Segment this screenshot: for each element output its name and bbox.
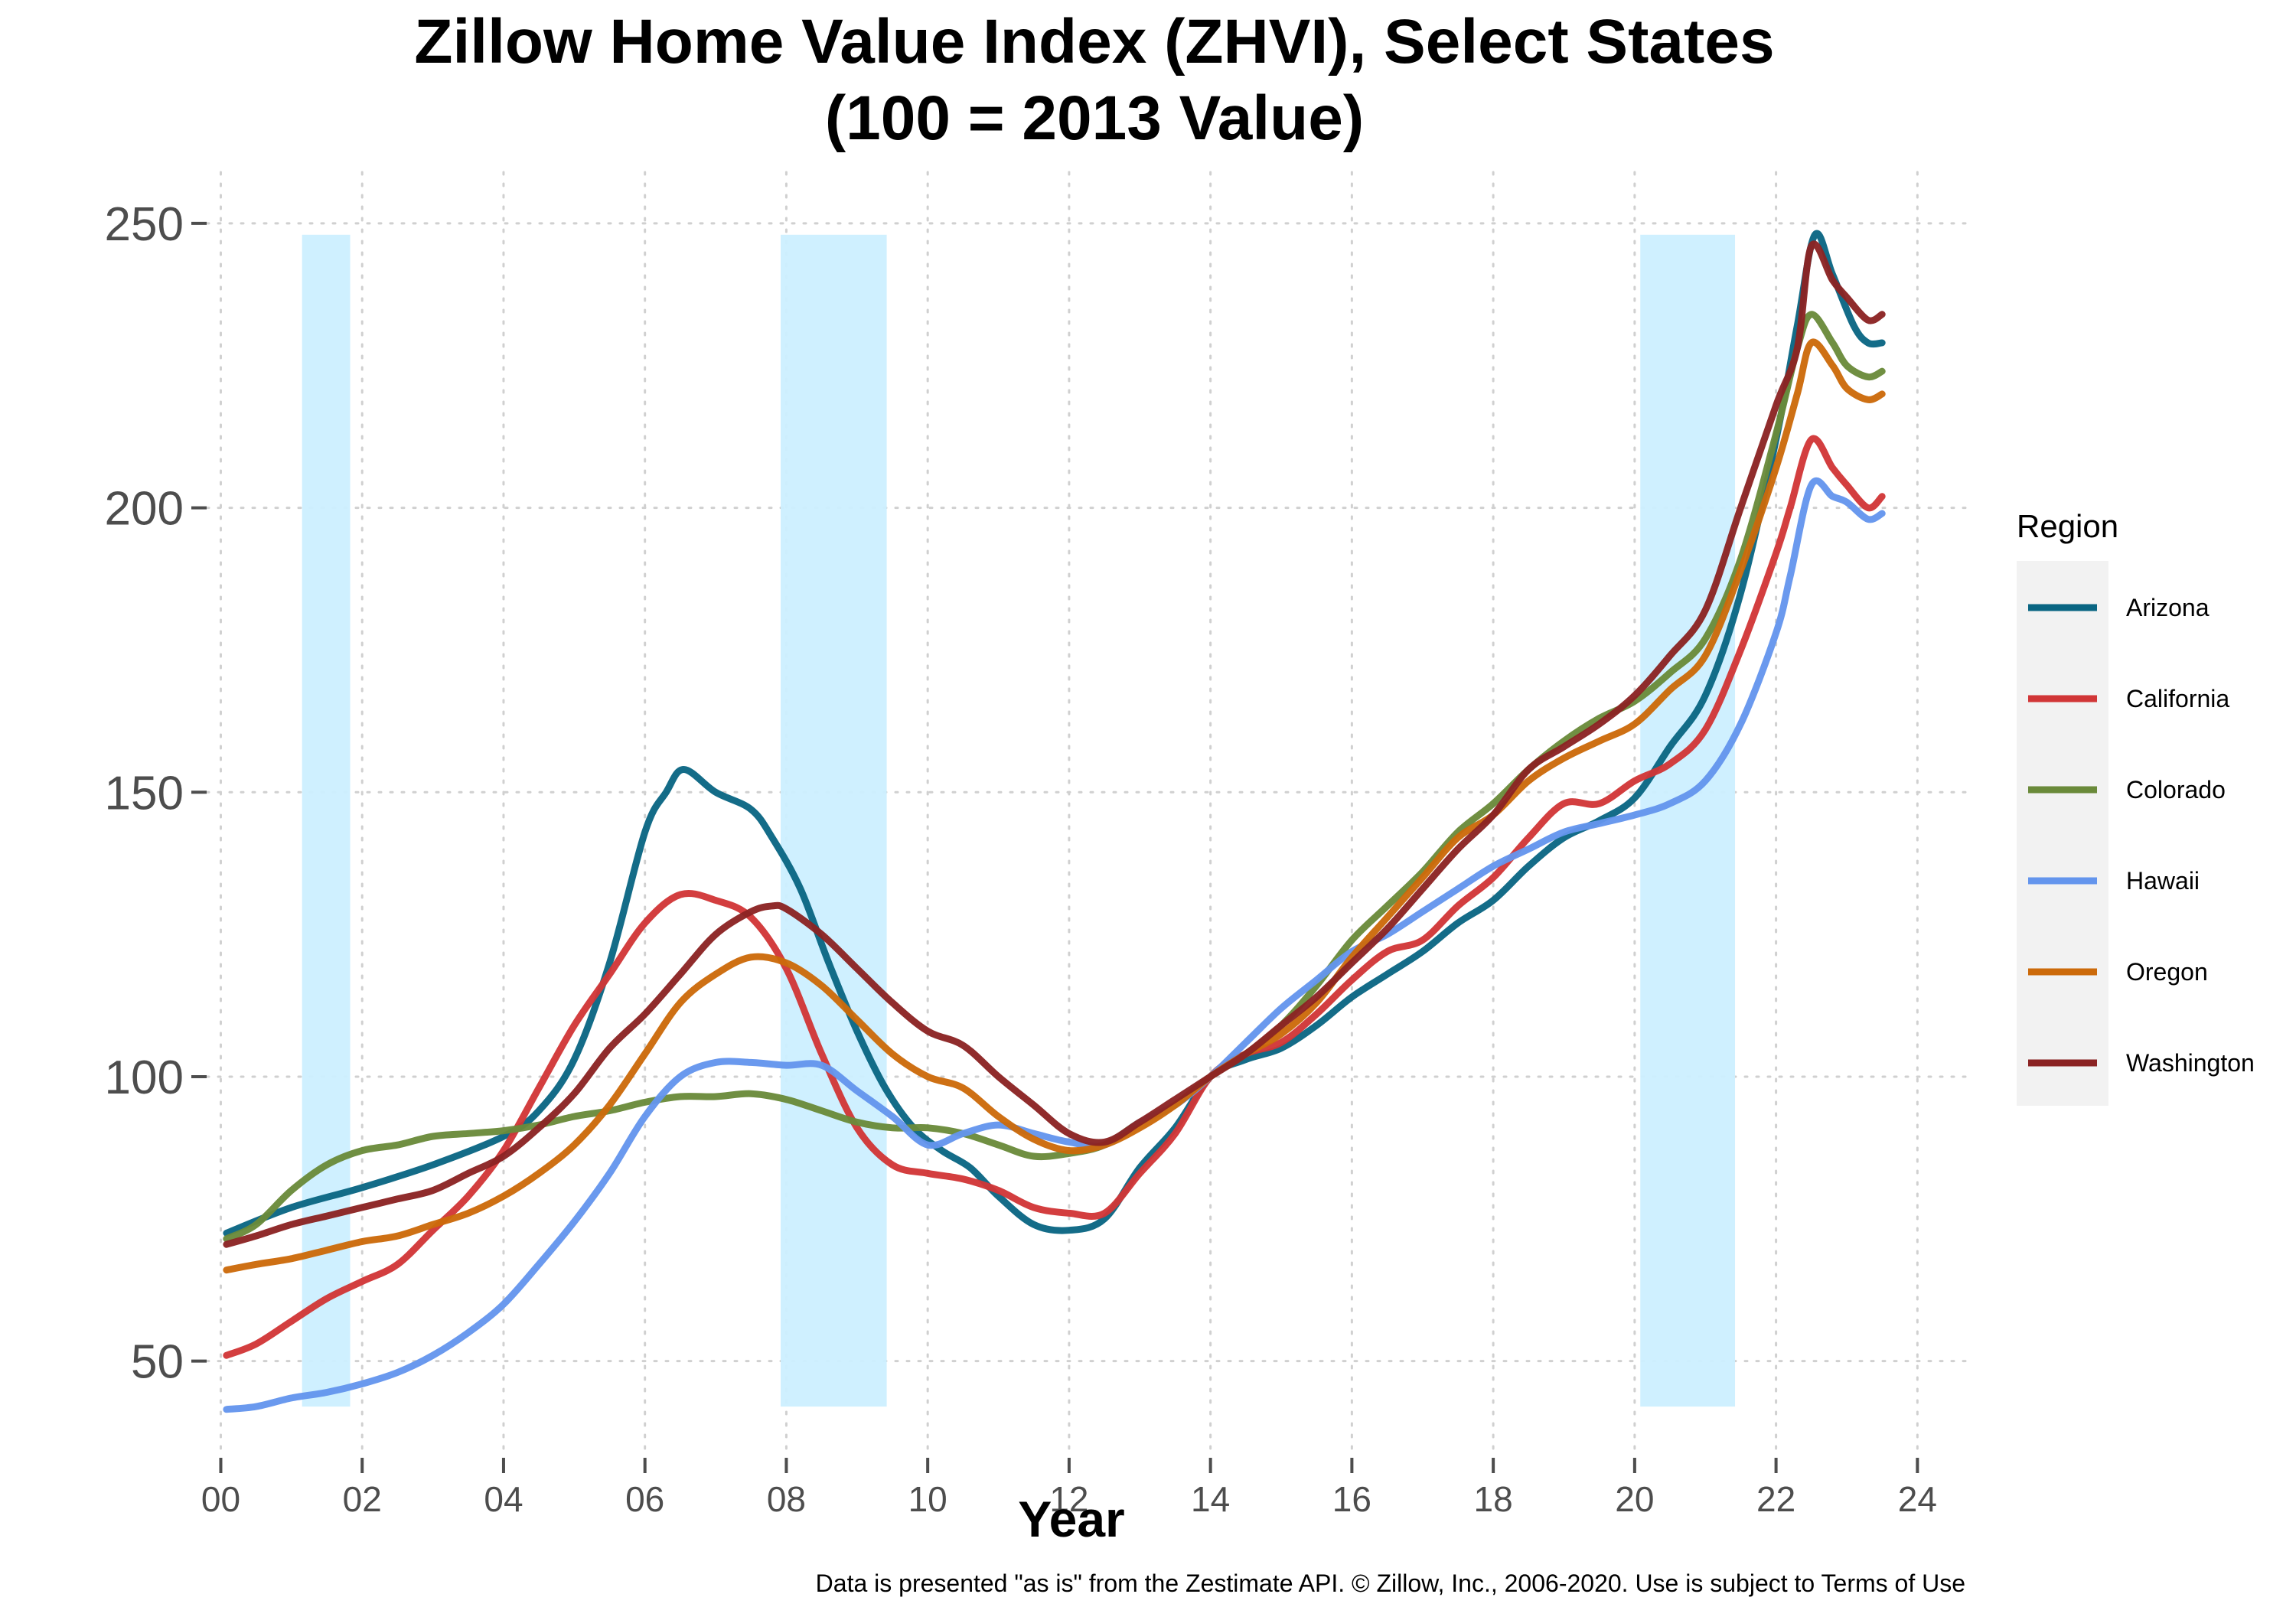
legend-label-california: California xyxy=(2126,685,2229,712)
x-tick-label-20: 20 xyxy=(1615,1479,1654,1519)
legend-key-background xyxy=(2017,561,2108,1106)
recession-band-1 xyxy=(302,234,351,1407)
caption: Data is presented "as is" from the Zesti… xyxy=(816,1570,1965,1597)
y-tick-label-250: 250 xyxy=(105,198,184,251)
chart-title-line-2: (100 = 2013 Value) xyxy=(825,83,1364,153)
chart-title-line-1: Zillow Home Value Index (ZHVI), Select S… xyxy=(414,7,1774,77)
x-tick-label-04: 04 xyxy=(484,1479,523,1519)
y-tick-label-150: 150 xyxy=(105,767,184,820)
legend-label-hawaii: Hawaii xyxy=(2126,867,2200,895)
x-tick-label-02: 02 xyxy=(343,1479,382,1519)
series-line-washington xyxy=(223,240,1886,1248)
legend-label-colorado: Colorado xyxy=(2126,776,2226,804)
x-tick-label-16: 16 xyxy=(1332,1479,1371,1519)
legend-label-washington: Washington xyxy=(2126,1049,2255,1077)
series-lines xyxy=(223,230,1886,1413)
recession-band-2 xyxy=(781,234,887,1407)
y-tick-label-200: 200 xyxy=(105,483,184,536)
x-tick-label-14: 14 xyxy=(1191,1479,1230,1519)
recession-band-3 xyxy=(1640,234,1736,1407)
x-tick-label-10: 10 xyxy=(908,1479,947,1519)
x-tick-label-08: 08 xyxy=(767,1479,806,1519)
legend: Region Arizona California Colorado Hawaii Or… xyxy=(2017,508,2255,1106)
x-tick-label-22: 22 xyxy=(1756,1479,1795,1519)
legend-title: Region xyxy=(2017,508,2118,544)
legend-label-arizona: Arizona xyxy=(2126,594,2210,621)
y-tick-label-100: 100 xyxy=(105,1051,184,1104)
x-tick-label-12: 12 xyxy=(1049,1479,1088,1519)
x-tick-label-00: 00 xyxy=(201,1479,240,1519)
x-axis-title: Year xyxy=(1018,1491,1124,1547)
series-line-california xyxy=(223,435,1886,1359)
y-tick-label-50: 50 xyxy=(131,1336,184,1389)
axes: 50 100 150 200 250 00 02 04 06 08 10 12 14 16 18 20 22 24 xyxy=(105,198,1937,1519)
x-tick-label-06: 06 xyxy=(625,1479,664,1519)
legend-label-oregon: Oregon xyxy=(2126,958,2208,986)
x-tick-label-24: 24 xyxy=(1898,1479,1937,1519)
x-tick-label-18: 18 xyxy=(1474,1479,1513,1519)
